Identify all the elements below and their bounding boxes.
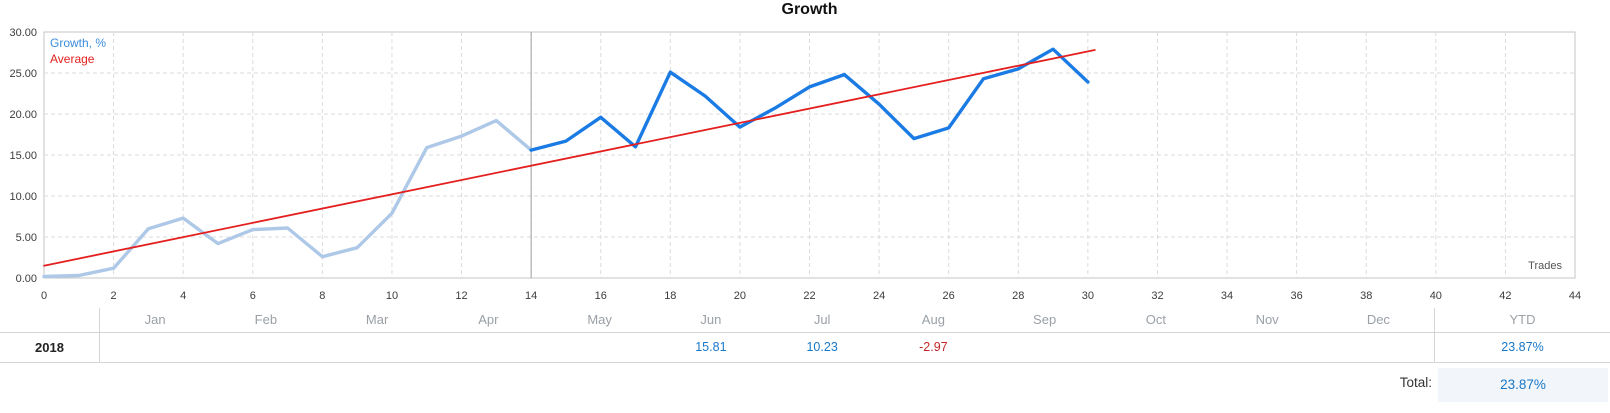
y-tick-label: 5.00 <box>16 232 37 244</box>
month-header-row: Jan Feb Mar Apr May Jun Jul Aug Sep Oct Nov Dec YTD <box>0 308 1610 332</box>
y-tick-label: 0.00 <box>16 273 37 285</box>
y-tick-label: 20.00 <box>9 109 37 121</box>
month-value-cell <box>1212 333 1323 362</box>
x-tick-label: 6 <box>250 290 256 302</box>
month-header-cell: Jan <box>99 308 210 332</box>
x-tick-label: 32 <box>1151 290 1163 302</box>
month-header-cell: Apr <box>478 312 499 327</box>
month-header-cell: Dec <box>1366 312 1390 327</box>
y-tick-label: 10.00 <box>9 191 37 203</box>
x-tick-label: 20 <box>734 290 746 302</box>
x-tick-label: 18 <box>664 290 676 302</box>
average-line <box>43 49 1096 267</box>
x-tick-label: 0 <box>41 290 47 302</box>
x-tick-label: 12 <box>455 290 467 302</box>
month-header-cell: Oct <box>1145 312 1166 327</box>
total-label: Total: <box>1399 375 1432 390</box>
month-header-cell: Jun <box>700 312 722 327</box>
x-tick-label: 42 <box>1499 290 1511 302</box>
month-value-cell <box>99 333 210 362</box>
x-tick-label: 28 <box>1012 290 1024 302</box>
x-tick-label: 16 <box>595 290 607 302</box>
month-value-cell <box>322 333 433 362</box>
x-tick-label: 2 <box>111 290 117 302</box>
month-value-cell <box>210 333 321 362</box>
month-header-cell: Mar <box>365 312 389 327</box>
y-tick-label: 15.00 <box>9 150 37 162</box>
year-label: 2018 <box>35 340 64 355</box>
legend-growth-label: Growth, % <box>50 36 107 50</box>
month-value-cell: 10.23 <box>806 340 838 354</box>
ytd-value-cell: 23.87% <box>1434 333 1610 362</box>
y-tick-label: 30.00 <box>9 27 37 39</box>
ytd-header-cell: YTD <box>1434 308 1610 332</box>
growth-line <box>529 47 1090 152</box>
total-value: 23.87% <box>1438 368 1608 402</box>
growth-early-line <box>42 118 533 279</box>
month-value-cell: 15.81 <box>695 340 727 354</box>
x-tick-label: 14 <box>525 290 537 302</box>
month-value-cell <box>1323 333 1434 362</box>
x-axis-title: Trades <box>1528 260 1562 272</box>
chart-title: Growth <box>781 1 838 18</box>
x-tick-label: 10 <box>386 290 398 302</box>
month-header-cell: Nov <box>1255 312 1279 327</box>
month-value-cell <box>544 333 655 362</box>
x-tick-label: 4 <box>180 290 186 302</box>
month-value-cell: -2.97 <box>919 340 948 354</box>
month-header-cell: Feb <box>254 312 278 327</box>
year-row: 2018 15.81 10.23 -2.97 23.87% <box>0 332 1610 363</box>
corner-spacer <box>0 308 99 332</box>
growth-chart: 0 2 4 6 8 10 12 14 16 18 20 22 24 26 28 30 32 34 36 38 40 42 4… <box>9 27 1581 302</box>
x-tick-label: 38 <box>1360 290 1372 302</box>
x-tick-label: 26 <box>943 290 955 302</box>
chart-legend: Growth, % Average <box>50 35 106 67</box>
month-value-cell <box>989 333 1100 362</box>
month-header-cell: May <box>587 312 612 327</box>
month-value-cell <box>433 333 544 362</box>
month-header-cell: Aug <box>921 312 945 327</box>
x-tick-label: 30 <box>1082 290 1094 302</box>
x-tick-label: 24 <box>873 290 885 302</box>
month-value-cell <box>1100 333 1211 362</box>
x-tick-label: 8 <box>319 290 325 302</box>
x-tick-label: 34 <box>1221 290 1233 302</box>
month-header-cell: Jul <box>813 312 831 327</box>
x-tick-label: 40 <box>1430 290 1442 302</box>
x-tick-label: 22 <box>803 290 815 302</box>
y-tick-label: 25.00 <box>9 68 37 80</box>
month-header-cell: Sep <box>1033 312 1057 327</box>
x-tick-label: 44 <box>1569 290 1581 302</box>
legend-average-label: Average <box>50 52 95 66</box>
x-tick-label: 36 <box>1291 290 1303 302</box>
